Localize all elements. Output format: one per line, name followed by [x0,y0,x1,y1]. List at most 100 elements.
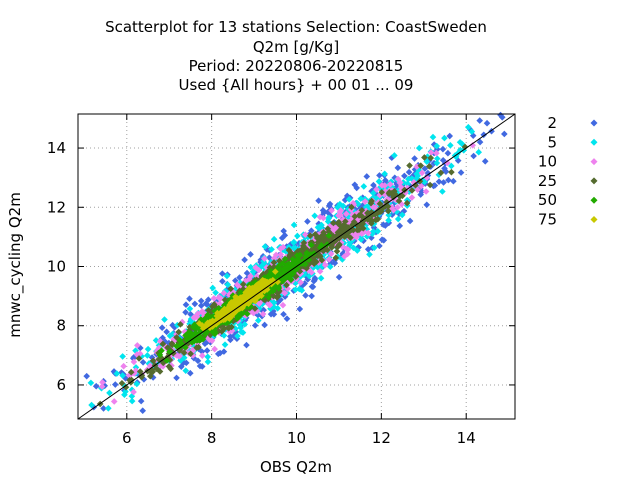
point-5 [448,162,455,170]
point-2 [394,164,402,172]
point-2 [319,207,327,214]
point-50 [163,357,171,364]
point-2 [405,168,413,176]
point-5 [189,318,197,326]
chart-title: Scatterplot for 13 stations Selection: C… [105,18,487,94]
point-5 [87,379,95,387]
point-25 [270,259,278,266]
point-50 [279,260,286,267]
point-25 [118,379,126,387]
point-2 [308,292,315,300]
point-25 [359,225,367,232]
point-25 [383,198,390,206]
point-10 [444,159,451,167]
point-5 [385,211,393,219]
point-2 [481,157,489,165]
point-25 [270,292,277,300]
point-25 [319,233,327,241]
point-10 [337,211,344,219]
x-tick-label: 10 [287,429,306,447]
point-25 [332,254,340,262]
point-25 [177,321,184,328]
point-10 [297,279,304,286]
point-25 [364,209,371,217]
point-5 [363,233,371,240]
point-5 [447,142,454,149]
point-50 [293,252,301,259]
legend-label-25: 25 [538,172,557,190]
point-25 [165,363,173,370]
point-25 [347,234,354,241]
point-50 [204,311,211,319]
point-75 [226,306,234,314]
point-2 [311,274,319,282]
point-50 [197,316,205,323]
point-2 [417,191,424,198]
point-2 [182,359,190,367]
point-5 [119,372,126,379]
point-2 [251,322,259,329]
point-75 [205,320,213,327]
point-2 [418,188,425,195]
point-5 [336,200,344,208]
point-2 [439,145,447,153]
point-25 [153,365,160,373]
point-2 [226,333,234,340]
point-25 [399,192,406,200]
point-25 [378,188,386,196]
point-25 [324,246,331,254]
point-5 [475,148,483,156]
point-2 [302,292,309,299]
point-10 [175,352,183,360]
point-5 [298,287,306,294]
point-5 [241,321,248,328]
point-10 [220,289,228,297]
point-2 [457,169,465,176]
point-50 [303,249,310,257]
point-10 [398,187,405,194]
point-50 [243,310,251,318]
point-25 [126,376,133,384]
point-5 [270,303,277,311]
point-25 [339,222,346,230]
point-10 [327,250,335,258]
point-2 [219,270,226,277]
point-75 [206,324,214,332]
point-25 [274,292,282,300]
point-5 [236,321,244,329]
point-10 [390,206,397,214]
point-10 [236,283,243,291]
point-5 [415,166,423,174]
point-25 [286,251,293,259]
point-5 [128,392,136,400]
point-2 [359,202,366,210]
point-5 [366,251,373,258]
point-25 [205,307,212,314]
point-2 [139,358,147,366]
point-5 [247,263,255,271]
point-5 [138,353,145,360]
point-50 [195,325,203,333]
point-25 [421,154,428,161]
point-10 [433,149,440,157]
point-50 [234,315,241,322]
point-2 [92,382,100,390]
point-2 [406,217,414,225]
point-25 [155,355,163,363]
point-10 [190,314,198,321]
point-25 [426,181,434,189]
point-25 [292,250,299,257]
point-10 [427,149,435,156]
point-2 [243,269,251,277]
point-25 [388,190,395,197]
point-10 [334,225,342,233]
point-2 [430,141,438,148]
point-5 [369,230,376,238]
point-10 [206,336,213,344]
point-2 [343,192,351,200]
point-50 [182,332,189,339]
point-10 [155,344,163,352]
point-25 [206,331,214,339]
point-2 [205,296,212,304]
